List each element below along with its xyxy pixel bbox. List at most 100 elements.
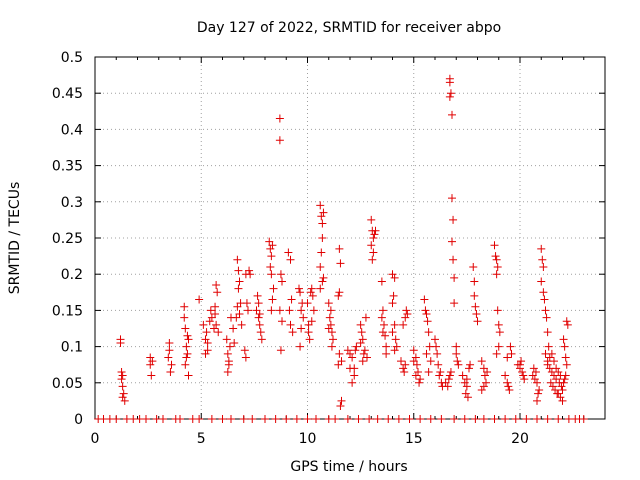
data-point (505, 386, 514, 395)
data-point (388, 299, 397, 308)
data-point (462, 382, 471, 391)
data-point (316, 201, 325, 210)
data-point (317, 248, 326, 257)
data-point (242, 299, 251, 308)
data-point (296, 342, 305, 351)
data-point (412, 360, 421, 369)
data-point (426, 415, 435, 423)
data-point (389, 291, 398, 300)
data-point (503, 378, 512, 387)
data-point (416, 415, 425, 423)
data-point (431, 335, 439, 344)
x-tick-label: 0 (91, 431, 100, 447)
data-point (411, 353, 420, 362)
data-point (492, 349, 501, 358)
y-tick-label: 0.1 (61, 340, 83, 356)
data-point (116, 338, 125, 347)
data-point (472, 310, 481, 319)
data-point (397, 357, 405, 366)
data-point (448, 110, 456, 119)
data-point (211, 302, 220, 311)
data-point (182, 342, 191, 351)
data-point (422, 349, 431, 358)
data-point (520, 375, 529, 384)
data-point (256, 328, 265, 337)
data-point (234, 284, 243, 293)
data-point (337, 396, 346, 405)
data-point (471, 302, 480, 311)
data-point (554, 415, 563, 423)
data-point (541, 306, 550, 315)
data-point (329, 335, 337, 344)
data-point (351, 346, 360, 355)
data-point (533, 415, 541, 423)
data-point (218, 415, 227, 423)
data-point (377, 277, 386, 286)
data-point (516, 360, 524, 369)
data-point (401, 313, 410, 322)
data-point (246, 270, 255, 279)
data-point (267, 306, 276, 315)
data-point (492, 270, 501, 279)
data-point (491, 252, 500, 261)
data-point (492, 255, 501, 264)
data-point (495, 328, 504, 337)
data-point (544, 342, 553, 351)
data-point (369, 248, 378, 257)
data-point (435, 371, 444, 380)
data-point (295, 284, 303, 293)
data-point (543, 360, 552, 369)
data-point (207, 415, 216, 423)
data-point (522, 415, 531, 423)
data-point (483, 367, 492, 376)
data-point (381, 331, 390, 340)
data-point (482, 378, 490, 387)
data-point (414, 367, 422, 376)
data-point (287, 295, 296, 304)
data-point (182, 353, 191, 362)
data-point (546, 378, 555, 387)
data-point (233, 302, 242, 311)
data-point (324, 324, 333, 333)
data-point (343, 415, 352, 423)
data-point (244, 306, 252, 315)
data-point (267, 270, 276, 279)
data-points (94, 74, 588, 423)
data-point (490, 241, 499, 250)
data-point (363, 353, 371, 362)
data-point (384, 415, 393, 423)
data-point (394, 415, 403, 423)
data-point (563, 320, 572, 329)
y-tick-label: 0.25 (52, 231, 83, 247)
data-point (142, 415, 150, 423)
data-point (441, 378, 450, 387)
data-point (181, 324, 190, 333)
data-point (165, 338, 174, 347)
data-point (239, 415, 248, 423)
data-point (317, 212, 326, 221)
data-point (560, 342, 569, 351)
data-point (255, 320, 264, 329)
x-tick-label: 15 (405, 431, 423, 447)
data-point (559, 335, 568, 344)
data-point (265, 237, 274, 246)
data-point (409, 357, 418, 366)
x-tick-label: 20 (511, 431, 529, 447)
data-point (296, 288, 305, 297)
data-point (545, 353, 554, 362)
data-point (493, 262, 502, 271)
data-point (448, 237, 456, 246)
data-point (206, 306, 215, 315)
x-axis-label: GPS time / hours (290, 459, 407, 475)
data-point (147, 371, 156, 380)
data-point (211, 310, 220, 319)
data-point (477, 357, 486, 366)
data-point (501, 371, 510, 380)
data-point (334, 291, 343, 300)
data-point (336, 401, 345, 410)
data-point (556, 393, 565, 402)
data-point (463, 393, 472, 402)
data-point (421, 306, 430, 315)
data-point (361, 313, 370, 322)
data-point (465, 364, 473, 373)
